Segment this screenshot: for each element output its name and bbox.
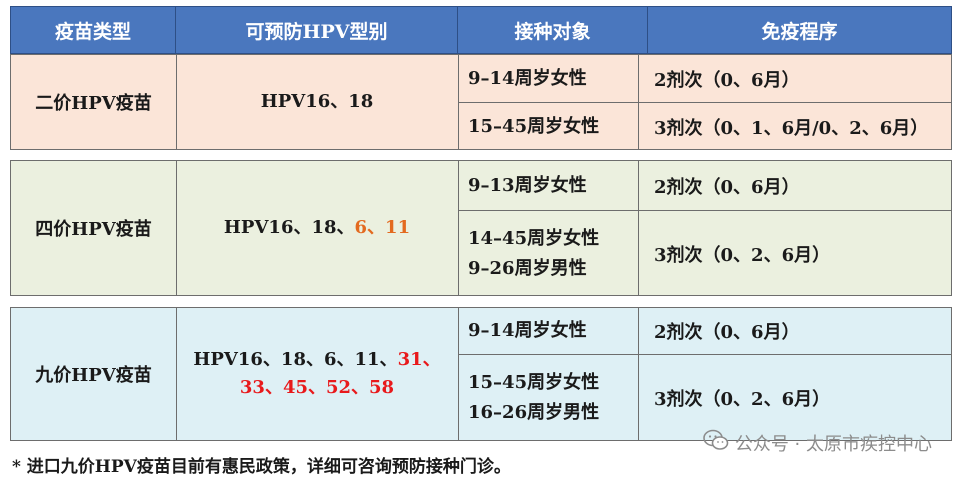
strain-text: HPV16、18: [260, 91, 374, 112]
vaccine-type-cell: 九价HPV疫苗: [35, 365, 152, 386]
header-hpv-types: 可预防HPV型别: [176, 7, 458, 53]
target-cell: 14–45周岁女性 9–26周岁男性: [468, 211, 648, 296]
watermark: 公众号 · 太原市疾控中心: [703, 429, 932, 456]
target-text: 9–26周岁男性: [468, 257, 587, 279]
strain-cell: HPV16、18、 6、11: [176, 161, 458, 295]
target-cell: 15–45周岁女性 16–26周岁男性: [468, 355, 648, 441]
nonavalent-group: 九价HPV疫苗 HPV16、18、6、11、31、 33、45、52、58 9–…: [10, 307, 952, 441]
strain-text: HPV16、18、: [223, 217, 355, 238]
target-cell: 9–14周岁女性: [468, 55, 648, 102]
target-cell: 15–45周岁女性: [468, 103, 648, 150]
header-schedule: 免疫程序: [761, 20, 838, 43]
strain-highlight: 6、11: [354, 217, 411, 238]
target-text: 9–13周岁女性: [468, 174, 587, 196]
vaccine-type-cell: 四价HPV疫苗: [35, 219, 152, 240]
schedule-cell: 3剂次（0、2、6月）: [654, 244, 831, 266]
schedule-cell: 2剂次（0、6月）: [654, 176, 800, 198]
header-target-group: 接种对象: [458, 7, 648, 53]
table-header: 疫苗类型 可预防HPV型别 接种对象 免疫程序: [10, 6, 952, 54]
watermark-text: 公众号 · 太原市疾控中心: [734, 433, 932, 455]
target-text: 15–45周岁女性: [468, 115, 600, 137]
strain-line: HPV16、18、6、11、31、: [193, 346, 440, 374]
strain-cell: HPV16、18、6、11、31、 33、45、52、58: [176, 308, 458, 440]
target-text: 9–14周岁女性: [468, 320, 587, 341]
strain-highlight: 31、: [397, 349, 441, 370]
target-cell: 9–14周岁女性: [468, 308, 648, 354]
schedule-cell: 3剂次（0、2、6月）: [654, 389, 831, 410]
wechat-icon: [703, 429, 729, 456]
strain-text: HPV16、18、6、11、: [193, 349, 398, 370]
target-text: 14–45周岁女性: [468, 227, 600, 249]
schedule-cell: 2剂次（0、6月）: [654, 69, 800, 91]
target-cell: 9–13周岁女性: [468, 161, 648, 210]
target-text: 15–45周岁女性: [468, 372, 600, 393]
header-vaccine-type: 疫苗类型: [11, 7, 176, 53]
schedule-cell: 3剂次（0、1、6月/0、2、6月）: [654, 117, 929, 139]
target-text: 16–26周岁男性: [468, 402, 600, 423]
strain-cell: HPV16、18: [176, 55, 458, 149]
strain-highlight: 33、45、52、58: [239, 377, 395, 398]
vaccine-type-cell: 二价HPV疫苗: [35, 93, 152, 114]
bivalent-group: 二价HPV疫苗 HPV16、18 9–14周岁女性 2剂次（0、6月） 15–4…: [10, 54, 952, 150]
quadrivalent-group: 四价HPV疫苗 HPV16、18、 6、11 9–13周岁女性 2剂次（0、6月）…: [10, 160, 952, 296]
footnote: * 进口九价HPV疫苗目前有惠民政策，详细可咨询预防接种门诊。: [12, 457, 511, 477]
schedule-cell: 2剂次（0、6月）: [654, 322, 800, 343]
target-text: 9–14周岁女性: [468, 67, 587, 89]
